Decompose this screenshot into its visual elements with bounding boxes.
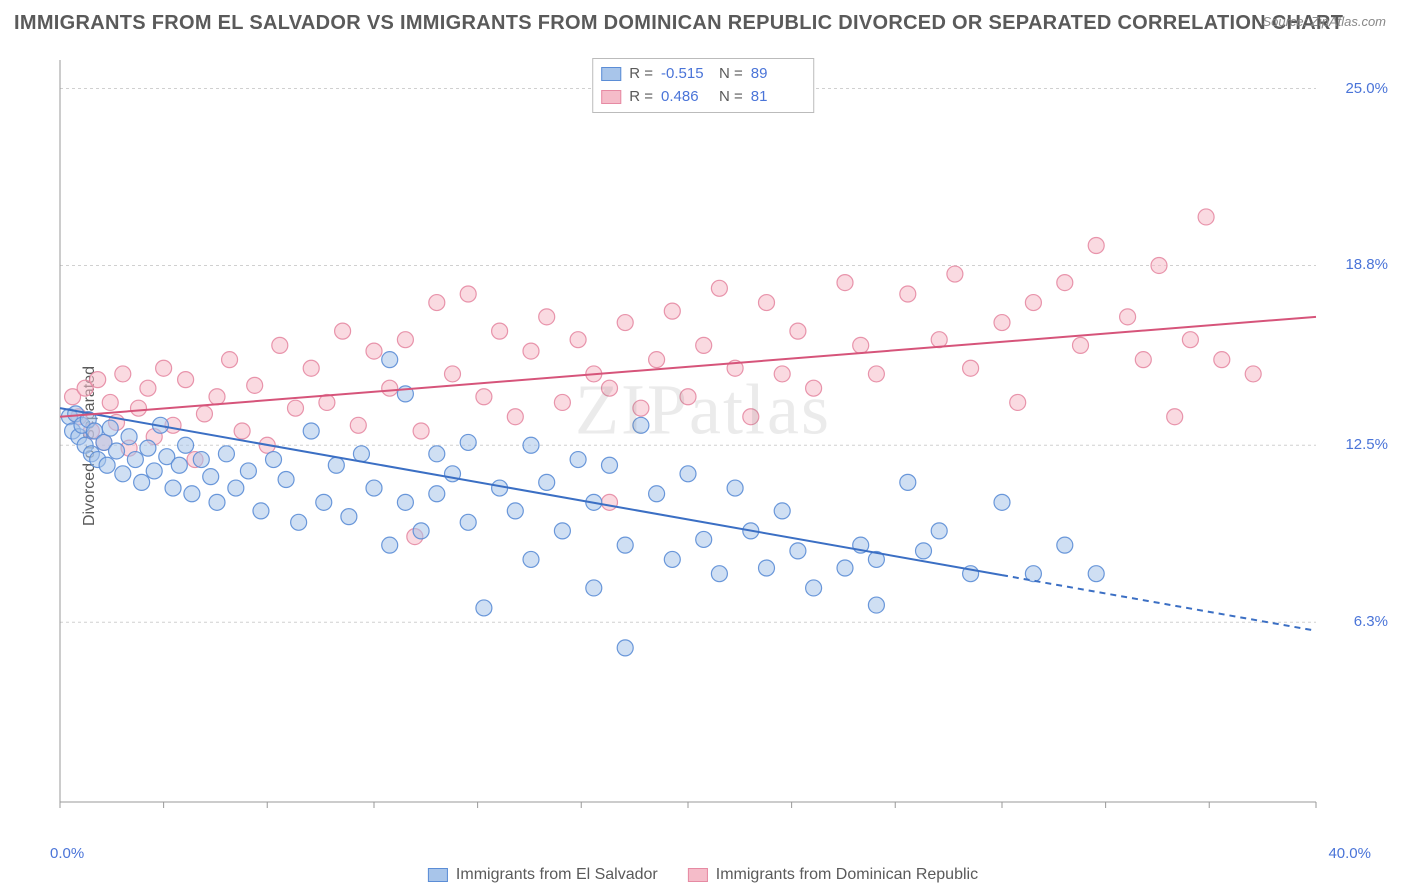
legend-label-series1: Immigrants from El Salvador <box>456 866 658 884</box>
stats-row-series1: R = -0.515 N = 89 <box>601 63 801 86</box>
legend-item-series1: Immigrants from El Salvador <box>428 866 658 884</box>
chart-container <box>50 50 1326 832</box>
x-tick-min: 0.0% <box>50 845 84 862</box>
y-tick-label: 25.0% <box>1345 80 1388 97</box>
n-label-1: N = <box>719 63 743 86</box>
stats-box: R = -0.515 N = 89 R = 0.486 N = 81 <box>592 58 814 113</box>
scatter-chart <box>50 50 1326 832</box>
legend-swatch-series1 <box>428 868 448 882</box>
swatch-series2 <box>601 90 621 104</box>
x-tick-max: 40.0% <box>1328 845 1371 862</box>
stats-row-series2: R = 0.486 N = 81 <box>601 86 801 109</box>
page-title: IMMIGRANTS FROM EL SALVADOR VS IMMIGRANT… <box>14 12 1343 35</box>
n-value-2: 81 <box>751 86 801 109</box>
r-value-1: -0.515 <box>661 63 711 86</box>
legend: Immigrants from El Salvador Immigrants f… <box>428 866 978 884</box>
y-tick-label: 18.8% <box>1345 256 1388 273</box>
r-label-1: R = <box>629 63 653 86</box>
r-label-2: R = <box>629 86 653 109</box>
source-label: Source: ZipAtlas.com <box>1262 14 1386 29</box>
n-value-1: 89 <box>751 63 801 86</box>
legend-swatch-series2 <box>688 868 708 882</box>
legend-label-series2: Immigrants from Dominican Republic <box>716 866 978 884</box>
legend-item-series2: Immigrants from Dominican Republic <box>688 866 978 884</box>
swatch-series1 <box>601 67 621 81</box>
y-tick-label: 12.5% <box>1345 436 1388 453</box>
y-tick-label: 6.3% <box>1354 613 1388 630</box>
n-label-2: N = <box>719 86 743 109</box>
r-value-2: 0.486 <box>661 86 711 109</box>
